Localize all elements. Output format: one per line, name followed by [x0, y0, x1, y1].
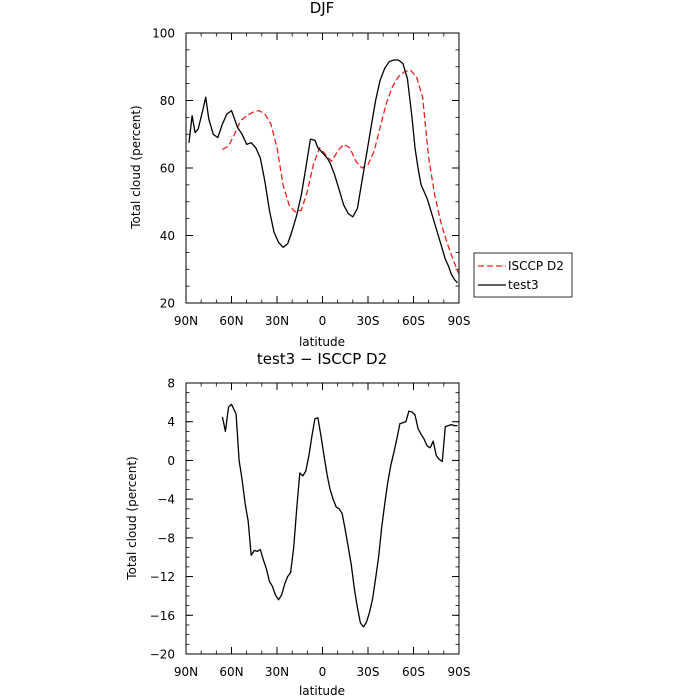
bot-xtick-label: 90N — [174, 665, 198, 679]
top-title: DJF — [310, 0, 335, 17]
bot-ytick-label: −8 — [157, 531, 175, 545]
bot-ytick-label: −20 — [150, 648, 175, 662]
top-xtick-label: 0 — [319, 314, 327, 328]
bot-ytick-label: 8 — [167, 377, 175, 391]
top-y-axis: 20 40 60 80 100 — [152, 27, 459, 311]
top-series-lines — [188, 59, 460, 284]
top-series-line-isccp-d2 — [222, 69, 460, 275]
legend-label-isccp: ISCCP D2 — [508, 259, 564, 273]
top-x-axis: 90N 60N 30N 0 30S 60S 90S — [174, 33, 471, 328]
top-xtick-label: 60N — [219, 314, 243, 328]
bot-xtick-label: 90S — [448, 665, 471, 679]
panel-top: DJF Total cloud (percent) latitude 20 40 6… — [129, 0, 573, 349]
bottom-series-lines — [221, 403, 458, 628]
bottom-xlabel: latitude — [299, 684, 345, 698]
bottom-y-axis: −20 −16 −12 −8 −4 0 4 8 — [150, 377, 459, 662]
top-series-line-test3 — [188, 59, 458, 284]
bot-xtick-label: 0 — [319, 665, 327, 679]
top-xtick-label: 30S — [357, 314, 380, 328]
top-ylabel: Total cloud (percent) — [129, 105, 143, 229]
panel-bottom: test3 − ISCCP D2 Total cloud (percent) l… — [125, 350, 470, 698]
bottom-plot-frame — [185, 382, 460, 655]
top-ytick-label: 100 — [152, 27, 175, 41]
bot-xtick-label: 30N — [265, 665, 289, 679]
legend-label-test3: test3 — [508, 278, 539, 292]
bottom-x-axis: 90N 60N 30N 0 30S 60S 90S — [174, 383, 471, 679]
bot-ytick-label: −4 — [157, 493, 175, 507]
top-xlabel: latitude — [299, 335, 345, 349]
top-plot-frame — [185, 32, 460, 304]
top-xtick-label: 90N — [174, 314, 198, 328]
bot-xtick-label: 60S — [402, 665, 425, 679]
top-ytick-label: 80 — [160, 94, 175, 108]
legend: ISCCP D2 test3 — [473, 252, 573, 298]
bot-ytick-label: −16 — [150, 609, 175, 623]
top-xtick-label: 30N — [265, 314, 289, 328]
bot-ytick-label: 4 — [167, 415, 175, 429]
top-ytick-label: 40 — [160, 229, 175, 243]
top-ytick-label: 20 — [160, 297, 175, 311]
bot-xtick-label: 60N — [219, 665, 243, 679]
bot-ytick-label: 0 — [167, 454, 175, 468]
bot-ytick-label: −12 — [150, 570, 175, 584]
bot-xtick-label: 30S — [357, 665, 380, 679]
bottom-title: test3 − ISCCP D2 — [257, 350, 387, 368]
top-xtick-label: 90S — [448, 314, 471, 328]
bot-series-line-0 — [221, 403, 458, 628]
bottom-ylabel: Total cloud (percent) — [125, 456, 139, 580]
legend-box — [473, 252, 573, 298]
top-xtick-label: 60S — [402, 314, 425, 328]
top-ytick-label: 60 — [160, 162, 175, 176]
